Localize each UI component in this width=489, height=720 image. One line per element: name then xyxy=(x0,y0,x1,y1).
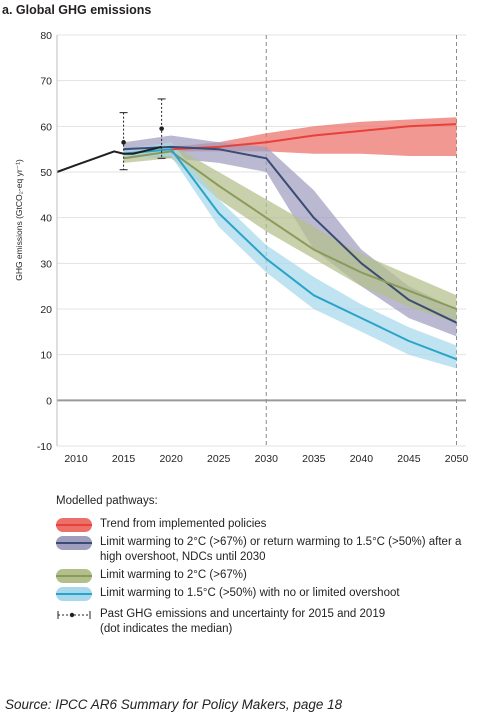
legend-item-policies: Trend from implemented policies xyxy=(56,517,486,532)
legend-swatch-1-5c xyxy=(56,587,92,601)
legend-swatch-policies xyxy=(56,518,92,532)
median-line-2c-ndc xyxy=(123,145,457,324)
x-tick-label: 2035 xyxy=(302,453,326,465)
legend-item-past: Past GHG emissions and uncertainty for 2… xyxy=(56,607,486,637)
legend-note-past: (dot indicates the median) xyxy=(100,623,233,635)
x-tick-label: 2020 xyxy=(159,453,183,465)
median-dot-2015 xyxy=(121,140,126,145)
historical-line xyxy=(56,145,162,173)
legend-swatch-2c xyxy=(56,569,92,583)
legend-label-past: Past GHG emissions and uncertainty for 2… xyxy=(100,608,386,620)
chart-title: a. Global GHG emissions xyxy=(2,3,152,17)
median-line-policies xyxy=(171,123,457,151)
x-tick-label: 2040 xyxy=(350,453,374,465)
legend-label-policies: Trend from implemented policies xyxy=(100,518,267,530)
x-tick-label: 2050 xyxy=(445,453,469,465)
legend-label-2c-ndc: Limit warming to 2°C (>67%) or return wa… xyxy=(100,536,462,563)
legend-label-2c: Limit warming to 2°C (>67%) xyxy=(100,569,247,581)
y-axis-label: GHG emissions (GtCO₂-eq yr⁻¹) xyxy=(14,159,24,281)
y-tick-label: 60 xyxy=(40,121,52,133)
source-note: Source: IPCC AR6 Summary for Policy Make… xyxy=(5,697,343,712)
legend-item-2c: Limit warming to 2°C (>67%) xyxy=(56,568,486,583)
legend-swatch-past xyxy=(57,611,91,619)
legend: Modelled pathways: Trend from implemente… xyxy=(56,494,486,640)
x-tick-label: 2025 xyxy=(207,453,231,465)
y-tick-label: 0 xyxy=(46,395,52,407)
y-tick-label: 40 xyxy=(40,213,52,225)
x-tick-label: 2015 xyxy=(112,453,136,465)
y-tick-label: 80 xyxy=(40,30,52,42)
legend-title: Modelled pathways: xyxy=(56,495,158,507)
legend-item-2c-ndc: Limit warming to 2°C (>67%) or return wa… xyxy=(56,535,486,565)
x-tick-label: 2045 xyxy=(397,453,421,465)
x-tick-label: 2010 xyxy=(64,453,88,465)
y-tick-label: 10 xyxy=(40,350,52,362)
y-tick-label: 50 xyxy=(40,167,52,179)
median-line-1-5c xyxy=(123,148,457,361)
y-tick-label: -10 xyxy=(37,441,52,453)
legend-item-1-5c: Limit warming to 1.5°C (>50%) with no or… xyxy=(56,586,486,601)
legend-swatch-2c-ndc xyxy=(56,536,92,550)
y-tick-label: 30 xyxy=(40,258,52,270)
y-tick-label: 70 xyxy=(40,76,52,88)
median-dot-2019 xyxy=(159,126,164,131)
legend-label-1-5c: Limit warming to 1.5°C (>50%) with no or… xyxy=(100,587,400,599)
x-tick-label: 2030 xyxy=(255,453,279,465)
median-line-2c xyxy=(123,150,457,310)
y-tick-label: 20 xyxy=(40,304,52,316)
